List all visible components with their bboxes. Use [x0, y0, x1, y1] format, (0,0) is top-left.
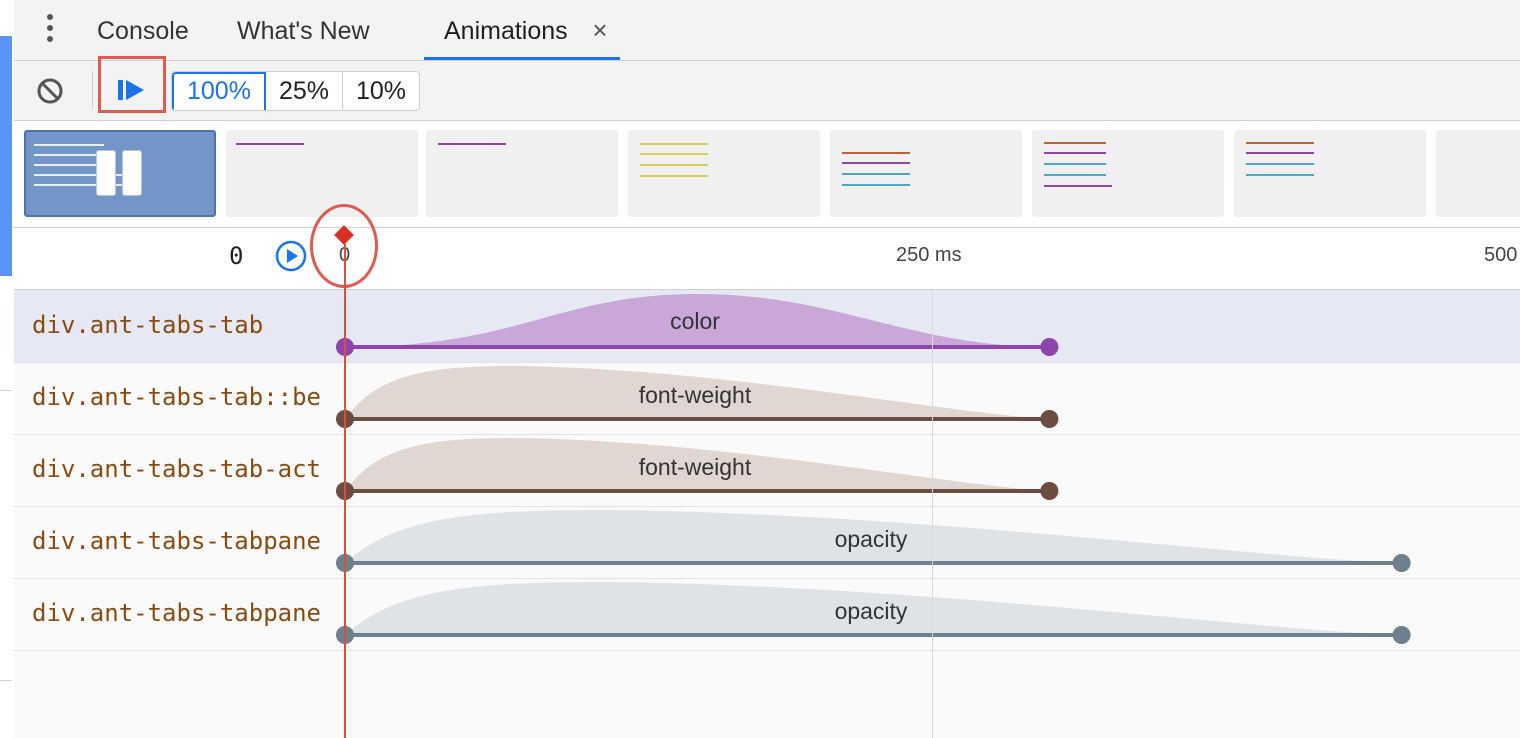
speed-10-button[interactable]: 10%: [356, 77, 407, 105]
more-menu-icon[interactable]: [42, 14, 58, 48]
animation-property-label: font-weight: [638, 454, 752, 480]
animation-group-preview[interactable]: [24, 130, 216, 217]
animation-group-preview[interactable]: [1436, 130, 1520, 217]
active-tab-indicator: [424, 57, 620, 60]
left-edge-divider: [0, 390, 12, 391]
animation-row[interactable]: div.ant-tabs-tab::be: [14, 362, 1520, 435]
animation-group-preview[interactable]: [628, 130, 820, 217]
animation-property-label: font-weight: [638, 382, 752, 408]
animation-group-preview[interactable]: [1234, 130, 1426, 217]
left-edge-divider: [0, 680, 12, 681]
animation-rows: div.ant-tabs-tab div.ant-tabs-tab::be di…: [14, 290, 1520, 738]
timeline-tick-label: 250 ms: [896, 244, 962, 266]
node-label[interactable]: div.ant-tabs-tab: [32, 311, 264, 339]
speed-25-button[interactable]: 25%: [266, 72, 343, 110]
timeline-header: 0 0 250 ms 500: [14, 204, 1520, 290]
drawer-tab-bar: Console What's New Animations ×: [14, 0, 1520, 61]
animation-row[interactable]: div.ant-tabs-tabpane: [14, 578, 1520, 651]
tab-animations[interactable]: Animations: [444, 17, 568, 45]
animation-property-label: opacity: [834, 526, 908, 552]
block-icon[interactable]: [34, 75, 66, 107]
playhead-line: [344, 244, 346, 738]
node-label[interactable]: div.ant-tabs-tab-act: [32, 455, 321, 483]
tab-console[interactable]: Console: [97, 17, 189, 45]
timeline-gridline: [932, 290, 933, 738]
toolbar-separator: [92, 71, 93, 109]
close-tab-icon[interactable]: ×: [592, 15, 608, 45]
animation-group-preview[interactable]: [1032, 130, 1224, 217]
node-label[interactable]: div.ant-tabs-tabpane: [32, 599, 321, 627]
devtools-drawer: Console What's New Animations × 100% 25%…: [14, 0, 1520, 738]
animations-toolbar: 100% 25% 10%: [14, 56, 1520, 121]
replay-icon[interactable]: [274, 239, 308, 273]
pause-bar-left: [96, 150, 116, 196]
animation-group-preview[interactable]: [426, 130, 618, 217]
speed-100-button[interactable]: 100%: [172, 72, 266, 110]
animation-row[interactable]: div.ant-tabs-tab-act: [14, 434, 1520, 507]
current-time-label: 0: [229, 242, 244, 270]
pause-bar-right: [122, 150, 142, 196]
play-icon[interactable]: [112, 73, 152, 107]
animation-group-preview[interactable]: [830, 130, 1022, 217]
animation-row[interactable]: div.ant-tabs-tabpane: [14, 506, 1520, 579]
timeline-tick-label: 500: [1484, 244, 1518, 266]
node-label[interactable]: div.ant-tabs-tabpane: [32, 527, 321, 555]
animation-group-preview[interactable]: [226, 130, 418, 217]
left-edge-highlight: [0, 36, 12, 276]
play-button-highlight: [98, 56, 166, 113]
animation-groups-list: [14, 121, 1520, 228]
animation-property-label: opacity: [834, 598, 908, 624]
node-label[interactable]: div.ant-tabs-tab::be: [32, 383, 321, 411]
playback-speed-group: 100% 25% 10%: [171, 71, 421, 111]
tab-whats-new[interactable]: What's New: [237, 17, 370, 45]
animation-property-label: color: [670, 308, 720, 334]
left-edge-strip: [0, 0, 15, 738]
